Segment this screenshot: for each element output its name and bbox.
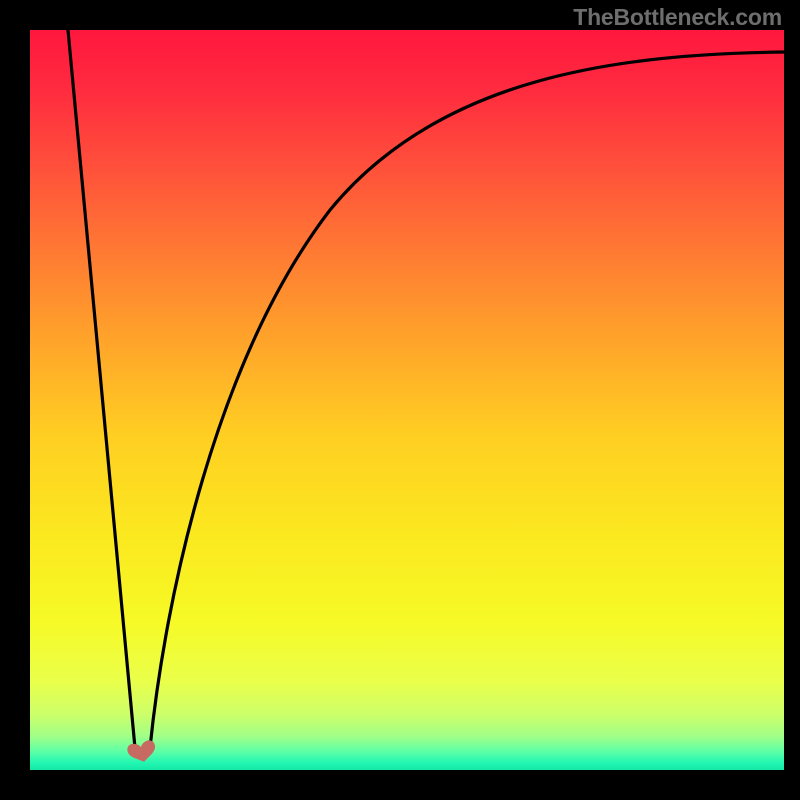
plot-gradient-area xyxy=(0,0,800,800)
chart-container: { "image": { "width_px": 800, "height_px… xyxy=(0,0,800,800)
watermark-text: TheBottleneck.com xyxy=(573,4,782,31)
